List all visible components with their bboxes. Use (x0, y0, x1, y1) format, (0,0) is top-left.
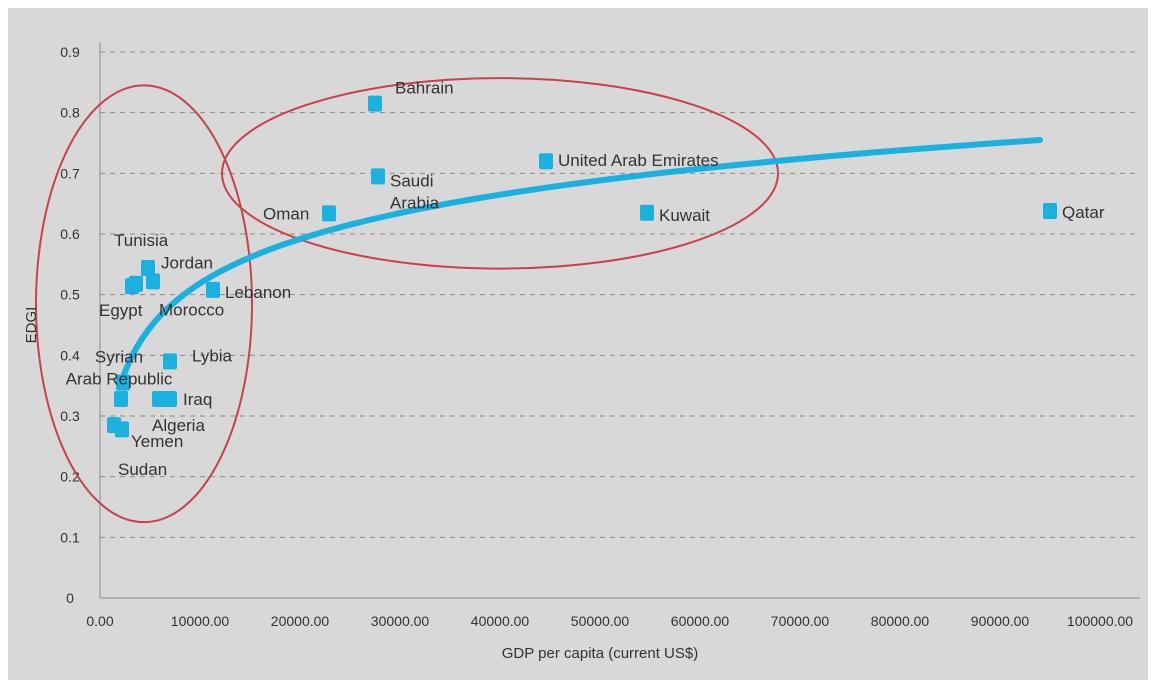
trendline (117, 137, 1043, 390)
data-points (107, 95, 1057, 438)
x-tick-label: 10000.00 (171, 613, 230, 629)
highlight-ellipse (35, 84, 253, 524)
data-point (640, 204, 654, 221)
data-point (163, 391, 177, 408)
point-label: Yemen (131, 432, 183, 451)
y-tick-label: 0.7 (60, 165, 80, 181)
scatter-chart: 00.10.20.30.40.50.60.70.80.90.00 10000.00… (23, 42, 1140, 662)
data-point (114, 391, 128, 408)
point-label: Tunisia (114, 231, 169, 250)
highlight-ellipse (221, 77, 779, 270)
point-label: Morocco (159, 301, 224, 320)
data-point (141, 259, 155, 276)
point-labels: Bahrain United Arab Emirates Saudi Arabia Om… (66, 79, 1105, 480)
y-axis-title: EDGI (23, 307, 40, 344)
point-label: Jordan (161, 253, 213, 272)
data-point (115, 421, 129, 438)
y-tick-label: 0 (66, 590, 74, 606)
data-point (206, 281, 220, 298)
data-point (322, 205, 336, 222)
data-point (146, 273, 160, 290)
chart-area: 0 0.1 0.2 0.3 0.4 0.5 0.6 0.7 0.8 0.9 0.00 10000.00… (8, 8, 1148, 680)
highlight-ellipses (35, 77, 779, 524)
x-tick-label: 40000.00 (471, 613, 530, 629)
point-label: Syrian Arab Republic (66, 348, 173, 389)
gridlines (100, 51, 1140, 538)
point-label: Kuwait (659, 206, 710, 225)
x-tick-label: 50000.00 (571, 613, 630, 629)
y-tick-label: 0.3 (60, 408, 80, 424)
data-point (539, 153, 553, 170)
y-tick-label: 0.9 (60, 44, 80, 60)
x-tick-label: 0.00 (86, 613, 113, 629)
x-tick-label: 90000.00 (971, 613, 1030, 629)
point-label: Iraq (183, 390, 212, 409)
x-tick-label: 100000.00 (1067, 613, 1133, 629)
y-tick-label: 0.5 (60, 287, 80, 303)
data-point (129, 275, 143, 292)
data-point (116, 374, 130, 391)
x-tick-label: 20000.00 (271, 613, 330, 629)
y-tick-label: 0.4 (60, 347, 80, 363)
data-point (368, 95, 382, 112)
data-point (371, 168, 385, 185)
data-point (152, 391, 166, 408)
point-label: Lybia (192, 346, 233, 365)
x-axis-title: GDP per capita (current US$) (502, 645, 698, 662)
point-label: United Arab Emirates (558, 151, 719, 170)
x-tick-label: 60000.00 (671, 613, 730, 629)
x-tick-label: 70000.00 (771, 613, 830, 629)
point-label: Sudan (118, 460, 167, 479)
data-point (163, 353, 177, 370)
point-label: Egypt (99, 301, 143, 320)
point-label: Qatar (1062, 203, 1105, 222)
y-tick-label: 0.8 (60, 105, 80, 121)
point-label: Algeria (152, 416, 205, 435)
point-label: Lebanon (225, 283, 291, 302)
y-tick-label: 0.6 (60, 226, 80, 242)
x-tick-label: 30000.00 (371, 613, 430, 629)
point-label: Saudi Arabia (390, 171, 440, 212)
y-tick-label: 0.1 (60, 529, 80, 545)
point-label: Oman (263, 204, 309, 223)
x-tick-label: 80000.00 (871, 613, 930, 629)
point-label: Bahrain (395, 79, 454, 98)
trendline-layer (117, 137, 1043, 390)
axes: 00.10.20.30.40.50.60.70.80.90.00 10000.00… (60, 42, 1140, 629)
data-point (1043, 202, 1057, 219)
